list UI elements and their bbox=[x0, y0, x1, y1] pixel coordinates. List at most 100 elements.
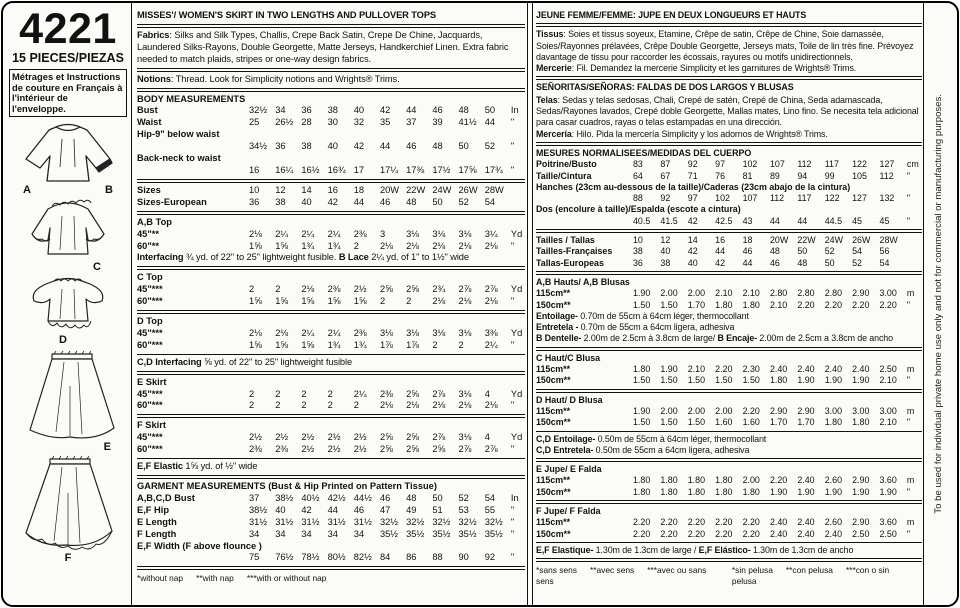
cell-value: 2 bbox=[275, 400, 281, 411]
table-note: B Dentelle- 2.00m de 2.5cm à 3.8cm de la… bbox=[536, 333, 922, 344]
cell-value: 35 bbox=[379, 117, 391, 128]
unit-label: Yd bbox=[510, 228, 523, 239]
unit-label: " bbox=[906, 170, 911, 181]
cell-value: 83 bbox=[633, 159, 643, 170]
cell-value: 1.90 bbox=[633, 288, 651, 299]
cell-value: 2.40 bbox=[769, 517, 788, 528]
cell-value: 44 bbox=[484, 117, 496, 128]
cell-value: 2 bbox=[379, 296, 386, 307]
cell-value: 35½ bbox=[484, 528, 503, 539]
cell-value: 2.10 bbox=[687, 364, 706, 375]
cell-value: 44 bbox=[742, 257, 753, 268]
cell-value: 32½ bbox=[249, 105, 268, 116]
table-row: Tailles / Tallas 10 12 14 16 18 20W 22W 24W 26W 28… bbox=[536, 235, 922, 246]
cell-value: 25 bbox=[249, 117, 260, 128]
cell-value: 75 bbox=[249, 552, 260, 563]
cell-value: 2¾ bbox=[432, 284, 446, 295]
cell-value: 1.80 bbox=[633, 364, 651, 375]
cell-value: 2 bbox=[249, 388, 255, 399]
table-row: 34½ 36 38 40 42 44 46 48 50 52 " bbox=[137, 141, 525, 153]
divider-rule bbox=[137, 370, 525, 375]
cell-value: 54 bbox=[879, 257, 890, 268]
row-label: Poitrine/Busto bbox=[536, 159, 597, 170]
french-spanish-column: JEUNE FEMME/FEMME: JUPE EN DEUX LONGUEUR… bbox=[536, 10, 922, 588]
cell-value: 12 bbox=[660, 235, 671, 246]
cell-value: 32½ bbox=[432, 516, 451, 527]
table-row: A,B,C,D Bust 37 38½ 40½ 42½ 44½ 46 48 50 52 54 In bbox=[137, 493, 525, 505]
cell-value: 46 bbox=[742, 246, 753, 257]
cell-value: 17 bbox=[353, 164, 365, 175]
cell-value: 43 bbox=[742, 215, 753, 226]
cell-value: 2.00 bbox=[687, 405, 706, 416]
bold-text: Notions bbox=[137, 73, 171, 84]
cell-value: 44½ bbox=[353, 492, 372, 503]
view-label-e: E bbox=[103, 441, 111, 454]
cell-value: 49 bbox=[406, 504, 417, 515]
cell-value: 2.50 bbox=[879, 364, 897, 375]
table-row: 150cm** 1.80 1.80 1.80 1.80 1.80 1.90 1.90 1.90 1… bbox=[536, 487, 922, 498]
row-label: A,B,C,D Bust bbox=[137, 492, 195, 503]
cell-value: 17½ bbox=[432, 164, 451, 175]
bold-text: Mercerie bbox=[536, 63, 572, 74]
unit-label: In bbox=[510, 492, 519, 503]
cell-value: 31½ bbox=[275, 516, 294, 527]
cell-value: 2.80 bbox=[797, 288, 815, 299]
cell-value: 2⅛ bbox=[301, 284, 315, 295]
cell-value: 2 bbox=[249, 400, 255, 411]
cell-value: 2 bbox=[458, 339, 464, 350]
cell-value: 22W bbox=[406, 184, 426, 195]
cell-value: 1.70 bbox=[769, 417, 788, 428]
unit-label: " bbox=[510, 444, 515, 455]
paragraph-section: C,D Entoilage- 0.50m de 55cm à 64cm lége… bbox=[536, 434, 922, 457]
cell-value: 2⅛ bbox=[432, 296, 446, 307]
row-label: Sizes bbox=[137, 184, 161, 195]
cell-value: 4 bbox=[484, 432, 490, 443]
table-section: E Skirt 45"*** 2 2 2 2 2¼ 2⅜ 2⅝ 2⅞ 3⅛ 4 Yd 60"*** 2 2 2 2… bbox=[137, 377, 525, 413]
table-row: Waist 25 26½ 28 30 32 35 37 39 41½ 44 " bbox=[137, 117, 525, 129]
bold-text: B Encaje- bbox=[717, 333, 758, 344]
cell-value: 2 bbox=[275, 284, 281, 295]
cell-value: 88 bbox=[633, 193, 643, 204]
cell-value: 3.60 bbox=[879, 517, 897, 528]
cell-value: 2.20 bbox=[687, 517, 706, 528]
paragraph-section: Notions: Thread. Look for Simplicity not… bbox=[137, 74, 525, 86]
cell-value: 28W bbox=[879, 235, 898, 246]
garment-sketch-e-skirt bbox=[29, 351, 115, 439]
cell-value: 2½ bbox=[353, 432, 367, 443]
cell-value: 31½ bbox=[301, 516, 320, 527]
cell-value: 2.20 bbox=[742, 405, 760, 416]
footnotes-row: *without nap **with nap ***with or without… bbox=[137, 573, 525, 585]
cell-value: 50 bbox=[432, 492, 443, 503]
cell-value: 2.20 bbox=[715, 517, 733, 528]
cell-value: 2⅜ bbox=[379, 388, 393, 399]
cell-value: 2.40 bbox=[797, 517, 815, 528]
cell-value: 2.80 bbox=[769, 288, 788, 299]
section-heading: E Skirt bbox=[137, 376, 167, 387]
cell-value: 2.90 bbox=[769, 405, 788, 416]
cell-value: 20W bbox=[769, 235, 789, 246]
cell-value: 2⅞ bbox=[432, 432, 446, 443]
cell-value: 3¼ bbox=[484, 228, 498, 239]
cell-value: 16¼ bbox=[275, 164, 294, 175]
cell-value: 2.00 bbox=[660, 288, 678, 299]
paragraph-section: Telas: Sedas y telas sedosas, Chali, Cre… bbox=[536, 95, 922, 140]
row-label: Sizes-European bbox=[137, 196, 207, 207]
cell-value: 1.80 bbox=[852, 417, 870, 428]
footnote: **with nap bbox=[196, 573, 234, 584]
paragraph-line: Notions: Thread. Look for Simplicity not… bbox=[137, 74, 525, 86]
sketch-labels-d: D bbox=[7, 335, 129, 346]
cell-value: 40 bbox=[687, 257, 698, 268]
section-title: MISSES'/ WOMEN'S SKIRT IN TWO LENGTHS AN… bbox=[137, 10, 437, 20]
paragraph-line: E,F Elastic 1⅝ yd. of ½" wide bbox=[137, 461, 525, 473]
cell-value: 107 bbox=[742, 193, 758, 204]
table-section: A,B Hauts/ A,B Blusas 115cm** 1.90 2.00 2.00… bbox=[536, 277, 922, 345]
cell-value: 2⅜ bbox=[327, 284, 341, 295]
cell-value: 2⅝ bbox=[379, 444, 393, 455]
bold-text: Telas bbox=[536, 94, 558, 105]
cell-value: 42 bbox=[327, 196, 338, 207]
cell-value: 1.80 bbox=[824, 417, 843, 428]
table-section: D Haut/ D Blusa 115cm** 1.90 2.00 2.00 2.00 2.… bbox=[536, 395, 922, 429]
cell-value: 32½ bbox=[379, 516, 399, 527]
cell-value: 2⅞ bbox=[484, 284, 498, 295]
